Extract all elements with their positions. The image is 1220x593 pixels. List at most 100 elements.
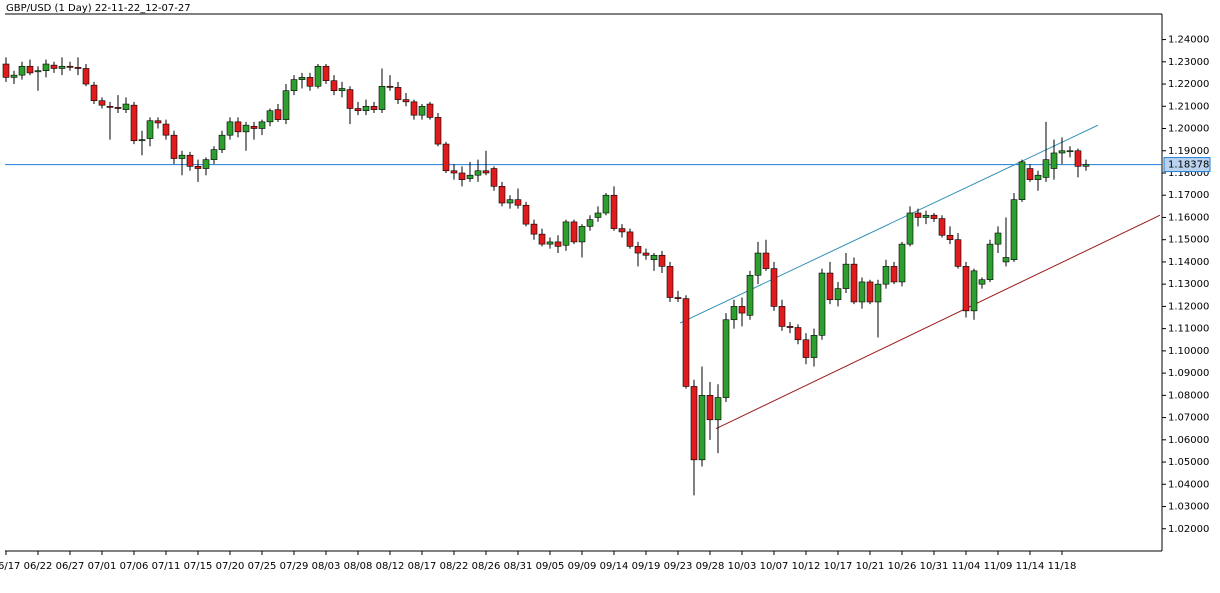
candle-body: [154, 120, 162, 124]
x-tick-label: 08/26: [472, 561, 501, 572]
y-tick-label: 1.22000: [1168, 79, 1209, 90]
candle-body: [562, 221, 570, 246]
candle-body: [338, 88, 346, 92]
candle-body: [386, 85, 394, 88]
candle-body: [810, 335, 818, 358]
candle-body: [10, 74, 18, 78]
candle-body: [474, 170, 482, 176]
candle-body: [370, 105, 378, 110]
x-tick-label: 07/06: [120, 561, 149, 572]
candle-body: [362, 105, 370, 112]
candle-body: [970, 270, 978, 312]
candle-body: [162, 123, 170, 136]
candle-body: [426, 103, 434, 118]
candle-body: [698, 395, 706, 461]
y-tick-label: 1.16000: [1168, 212, 1209, 223]
candle-body: [650, 254, 658, 261]
x-tick-label: 09/19: [632, 561, 661, 572]
candle-body: [786, 326, 794, 328]
candle-body: [538, 233, 546, 245]
y-tick-label: 1.21000: [1168, 101, 1209, 112]
candle-body: [18, 65, 26, 76]
candle-body: [714, 397, 722, 421]
candle-body: [906, 212, 914, 245]
candle-body: [218, 134, 226, 150]
y-tick-label: 1.18000: [1168, 168, 1209, 179]
candle-body: [554, 241, 562, 247]
candle-body: [818, 272, 826, 336]
candle-body: [90, 84, 98, 102]
candle-body: [2, 63, 10, 78]
candle-body: [274, 109, 282, 120]
candle-body: [546, 241, 554, 245]
x-tick-label: 10/03: [728, 561, 757, 572]
candle-body: [666, 266, 674, 298]
candle-body: [690, 386, 698, 461]
candle-body: [1002, 257, 1010, 263]
candle-body: [674, 297, 682, 299]
y-tick-label: 1.13000: [1168, 279, 1209, 290]
trendline: [715, 214, 1161, 430]
x-tick-label: 10/17: [824, 561, 853, 572]
candle-body: [314, 65, 322, 87]
candle-body: [866, 281, 874, 303]
candle-body: [514, 199, 522, 206]
x-tick-label: 06/17: [0, 561, 20, 572]
candle-body: [890, 266, 898, 283]
x-tick-label: 11/04: [952, 561, 981, 572]
candle-body: [826, 272, 834, 301]
candle-body: [58, 65, 66, 69]
candle-body: [498, 186, 506, 204]
candle-body: [1026, 168, 1034, 180]
candle-body: [282, 90, 290, 120]
candle-body: [1034, 174, 1042, 180]
candle-body: [26, 65, 34, 74]
candle-body: [850, 263, 858, 303]
candle-body: [938, 218, 946, 236]
x-tick-label: 09/23: [664, 561, 693, 572]
candle-body: [410, 101, 418, 116]
candle-body: [418, 105, 426, 116]
y-tick-label: 1.04000: [1168, 479, 1209, 490]
candle-body: [770, 268, 778, 307]
x-tick-label: 06/27: [56, 561, 85, 572]
candle-body: [602, 194, 610, 214]
x-tick-label: 10/26: [888, 561, 917, 572]
x-tick-label: 09/05: [536, 561, 565, 572]
candle-body: [50, 64, 58, 69]
y-tick-label: 1.14000: [1168, 257, 1209, 268]
y-tick-label: 1.11000: [1168, 324, 1209, 335]
candle-body: [146, 120, 154, 139]
candle-body: [986, 243, 994, 281]
candle-body: [506, 199, 514, 204]
y-tick-label: 1.20000: [1168, 124, 1209, 135]
candle-body: [642, 252, 650, 256]
candle-body: [114, 107, 122, 109]
candle-body: [122, 103, 130, 110]
candle-body: [1058, 150, 1066, 154]
candle-body: [682, 298, 690, 387]
x-tick-label: 08/08: [344, 561, 373, 572]
candle-body: [834, 288, 842, 301]
candle-body: [946, 234, 954, 240]
x-tick-label: 06/22: [24, 561, 53, 572]
candle-body: [458, 172, 466, 180]
candle-body: [482, 170, 490, 174]
candle-body: [626, 231, 634, 247]
candle-body: [306, 77, 314, 87]
x-tick-label: 07/11: [152, 561, 181, 572]
candle-body: [298, 77, 306, 80]
x-tick-label: 08/12: [376, 561, 405, 572]
candle-body: [962, 266, 970, 312]
candle-body: [610, 194, 618, 229]
candle-body: [378, 85, 386, 110]
candle-body: [34, 70, 42, 73]
x-tick-label: 10/07: [760, 561, 789, 572]
candle-body: [842, 263, 850, 289]
y-tick-label: 1.05000: [1168, 457, 1209, 468]
candle-body: [42, 63, 50, 72]
candle-body: [194, 166, 202, 169]
candle-body: [1066, 150, 1074, 153]
